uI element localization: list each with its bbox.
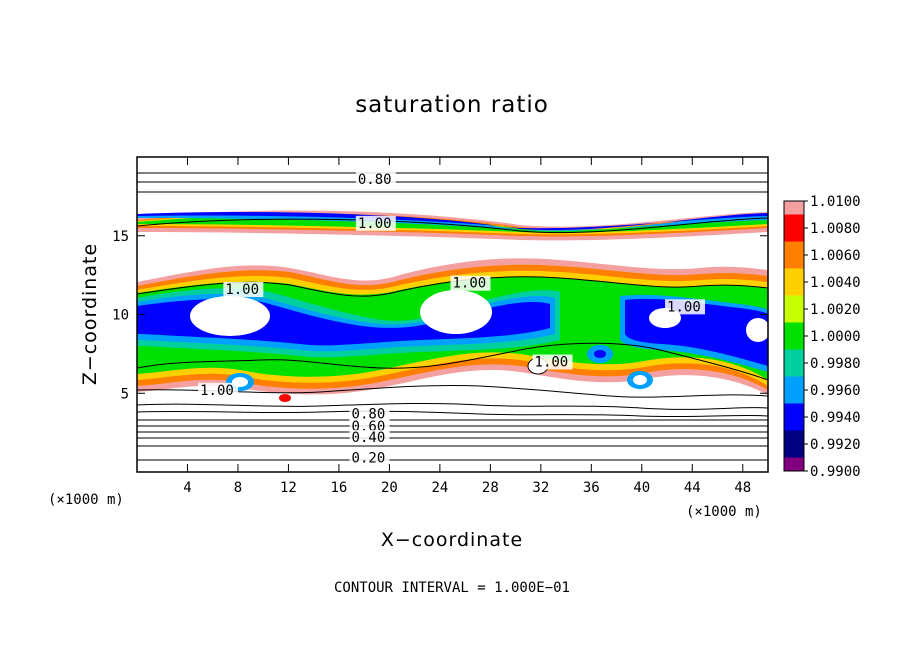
contour-label-bg <box>223 282 264 298</box>
lower-contour-lines <box>137 384 768 461</box>
colorbar-label: 0.9920 <box>810 437 861 453</box>
colorbar-swatch <box>784 430 804 444</box>
contour-label-bg <box>355 215 396 231</box>
x-tick-label: 28 <box>482 480 499 496</box>
plot-area: 0.801.001.00 1.001.001.001.000.800.600.40… <box>137 157 768 472</box>
colorbar-label: 1.0100 <box>810 194 861 210</box>
y-axis-ticks: 5 10 15 <box>112 229 768 402</box>
middle-saturation-field <box>137 258 768 402</box>
colorbar-label: 1.0000 <box>810 329 861 345</box>
x-tick-label: 32 <box>532 480 549 496</box>
contour-label-bg <box>349 406 390 422</box>
y-tick-label: 5 <box>121 386 129 402</box>
contour-label-bg <box>355 171 396 187</box>
x-tick-label: 36 <box>583 480 600 496</box>
z-unit-label: (×1000 m) <box>48 492 124 508</box>
colorbar-label: 0.9900 <box>810 464 861 480</box>
contour-label: 1.00 <box>667 299 701 315</box>
colorbar-label: 1.0060 <box>810 248 861 264</box>
y-tick-label: 15 <box>112 229 129 245</box>
contour-label: 1.00 <box>225 282 259 298</box>
contour-label: 0.20 <box>352 451 386 467</box>
contour-label-bg <box>665 299 706 315</box>
colorbar-swatch <box>784 403 804 417</box>
contour-label-bg <box>349 450 390 466</box>
x-tick-label: 40 <box>633 480 650 496</box>
x-tick-label: 24 <box>431 480 448 496</box>
x-unit-label: (×1000 m) <box>686 504 762 520</box>
contour-label: 1.00 <box>358 216 392 232</box>
colorbar-swatch <box>784 214 804 228</box>
colorbar-swatch <box>784 295 804 309</box>
x-tick-label: 12 <box>280 480 297 496</box>
contour-label-bg <box>532 354 573 370</box>
colorbar-swatch <box>784 268 804 282</box>
colorbar-label: 1.0040 <box>810 275 861 291</box>
colorbar-label: 1.0080 <box>810 221 861 237</box>
x-tick-label: 16 <box>330 480 347 496</box>
colorbar-swatch <box>784 349 804 363</box>
colorbar-label: 0.9980 <box>810 356 861 372</box>
colorbar-swatch <box>784 457 804 471</box>
contour-label: 1.00 <box>535 354 569 370</box>
contour-label: 0.80 <box>358 172 392 188</box>
y-tick-label: 10 <box>112 308 129 324</box>
contour-interval-note: CONTOUR INTERVAL = 1.000E−01 <box>334 580 570 596</box>
colorbar-label: 0.9960 <box>810 383 861 399</box>
colorbar-label: 0.9940 <box>810 410 861 426</box>
colorbar-swatch <box>784 376 804 390</box>
x-tick-label: 44 <box>684 480 701 496</box>
x-tick-label: 48 <box>734 480 751 496</box>
colorbar-swatch <box>784 322 804 336</box>
colorbar-label: 1.0020 <box>810 302 861 318</box>
x-axis-label: X−coordinate <box>381 529 523 551</box>
contour-label: 1.00 <box>453 276 487 292</box>
contour-label: 0.40 <box>352 430 386 446</box>
y-axis-label: Z−coordinate <box>79 243 101 385</box>
chart-title: saturation ratio <box>355 92 549 118</box>
contour-label-bg <box>450 275 491 291</box>
colorbar-swatch <box>784 241 804 255</box>
contour-label: 1.00 <box>200 383 234 399</box>
colorbar: 1.0100 1.0080 1.0060 1.0040 1.0020 1.0000 0.99… <box>783 194 861 480</box>
contour-label-bg <box>198 382 239 398</box>
x-tick-label: 8 <box>234 480 242 496</box>
contour-label-bg <box>349 430 390 446</box>
x-tick-label: 20 <box>381 480 398 496</box>
contour-labels: 0.801.001.00 1.001.001.001.000.800.600.40… <box>198 171 706 467</box>
x-tick-label: 4 <box>183 480 191 496</box>
x-axis-ticks: 4 8 12 16 20 24 28 32 36 40 44 48 <box>183 157 751 496</box>
contour-label: 0.80 <box>352 406 386 422</box>
